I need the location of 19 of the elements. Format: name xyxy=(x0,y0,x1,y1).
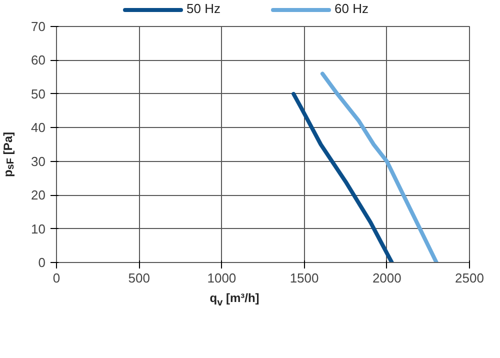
y-tick-label: 60 xyxy=(31,52,46,68)
line-series xyxy=(292,92,394,262)
line-series xyxy=(320,72,438,262)
x-tick-label: 1500 xyxy=(290,270,319,286)
x-tick-label: 1000 xyxy=(207,270,236,286)
legend-label: 50 Hz xyxy=(186,1,220,16)
legend-label: 60 Hz xyxy=(334,1,368,16)
y-tick-label: 40 xyxy=(31,120,46,136)
x-tick-label: 2000 xyxy=(372,270,402,286)
y-tick-label: 30 xyxy=(31,154,46,169)
x-axis-title: q$_{v}$ [m³/h] xyxy=(208,290,260,310)
x-tick-label: 0 xyxy=(52,270,60,286)
x-tick-label: 500 xyxy=(128,270,150,286)
y-tick-label: 50 xyxy=(31,86,46,102)
y-tick-label: 70 xyxy=(31,19,46,34)
y-tick-label: 20 xyxy=(31,188,46,203)
y-tick-label: 0 xyxy=(38,255,46,270)
x-tick-label: 2500 xyxy=(455,270,484,286)
y-tick-label: 10 xyxy=(31,221,46,236)
